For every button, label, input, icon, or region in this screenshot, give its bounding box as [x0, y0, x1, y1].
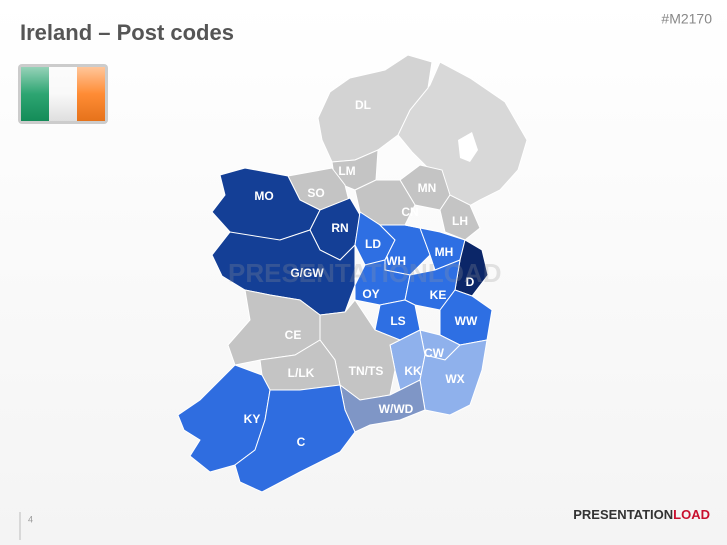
- region-label: C: [297, 435, 306, 449]
- region: [234, 384, 356, 493]
- brand-part: LOAD: [673, 507, 710, 522]
- lough: [458, 132, 478, 162]
- region-label: CE: [285, 328, 302, 342]
- region-label: G/GW: [290, 266, 324, 280]
- region-label: LH: [452, 214, 468, 228]
- region-label: WX: [445, 372, 464, 386]
- region-label: KY: [244, 412, 261, 426]
- slide-code: #M2170: [661, 11, 712, 27]
- brand: PRESENTATIONLOAD: [573, 507, 710, 522]
- northern-ireland: [397, 61, 528, 211]
- region-label: DL: [355, 98, 371, 112]
- flag-gloss: [21, 67, 105, 121]
- region: [419, 339, 488, 416]
- region-label: LD: [365, 237, 381, 251]
- region-label: MO: [254, 189, 273, 203]
- page-number: 4: [28, 514, 33, 524]
- region-label: MN: [418, 181, 437, 195]
- region-label: D: [466, 275, 475, 289]
- region-label: WW: [455, 314, 478, 328]
- region-label: SO: [307, 186, 324, 200]
- region-label: OY: [362, 287, 379, 301]
- flag: [18, 64, 108, 124]
- title: Ireland – Post codes: [20, 20, 234, 45]
- watermark: PRESENTATIONLOAD: [228, 258, 501, 288]
- brand-part: PRESENTATION: [573, 507, 673, 522]
- region-label: W/WD: [379, 402, 414, 416]
- region: [439, 194, 481, 241]
- region-label: KE: [430, 288, 447, 302]
- region-label: CW: [424, 346, 445, 360]
- region-label: L/LK: [288, 366, 315, 380]
- region-label: MH: [435, 245, 454, 259]
- region-label: LS: [390, 314, 405, 328]
- region-label: RN: [331, 221, 348, 235]
- region-label: TN/TS: [349, 364, 384, 378]
- region-label: CN: [401, 205, 418, 219]
- region-label: KK: [404, 364, 422, 378]
- region-label: WH: [386, 254, 406, 268]
- region-label: LM: [338, 164, 355, 178]
